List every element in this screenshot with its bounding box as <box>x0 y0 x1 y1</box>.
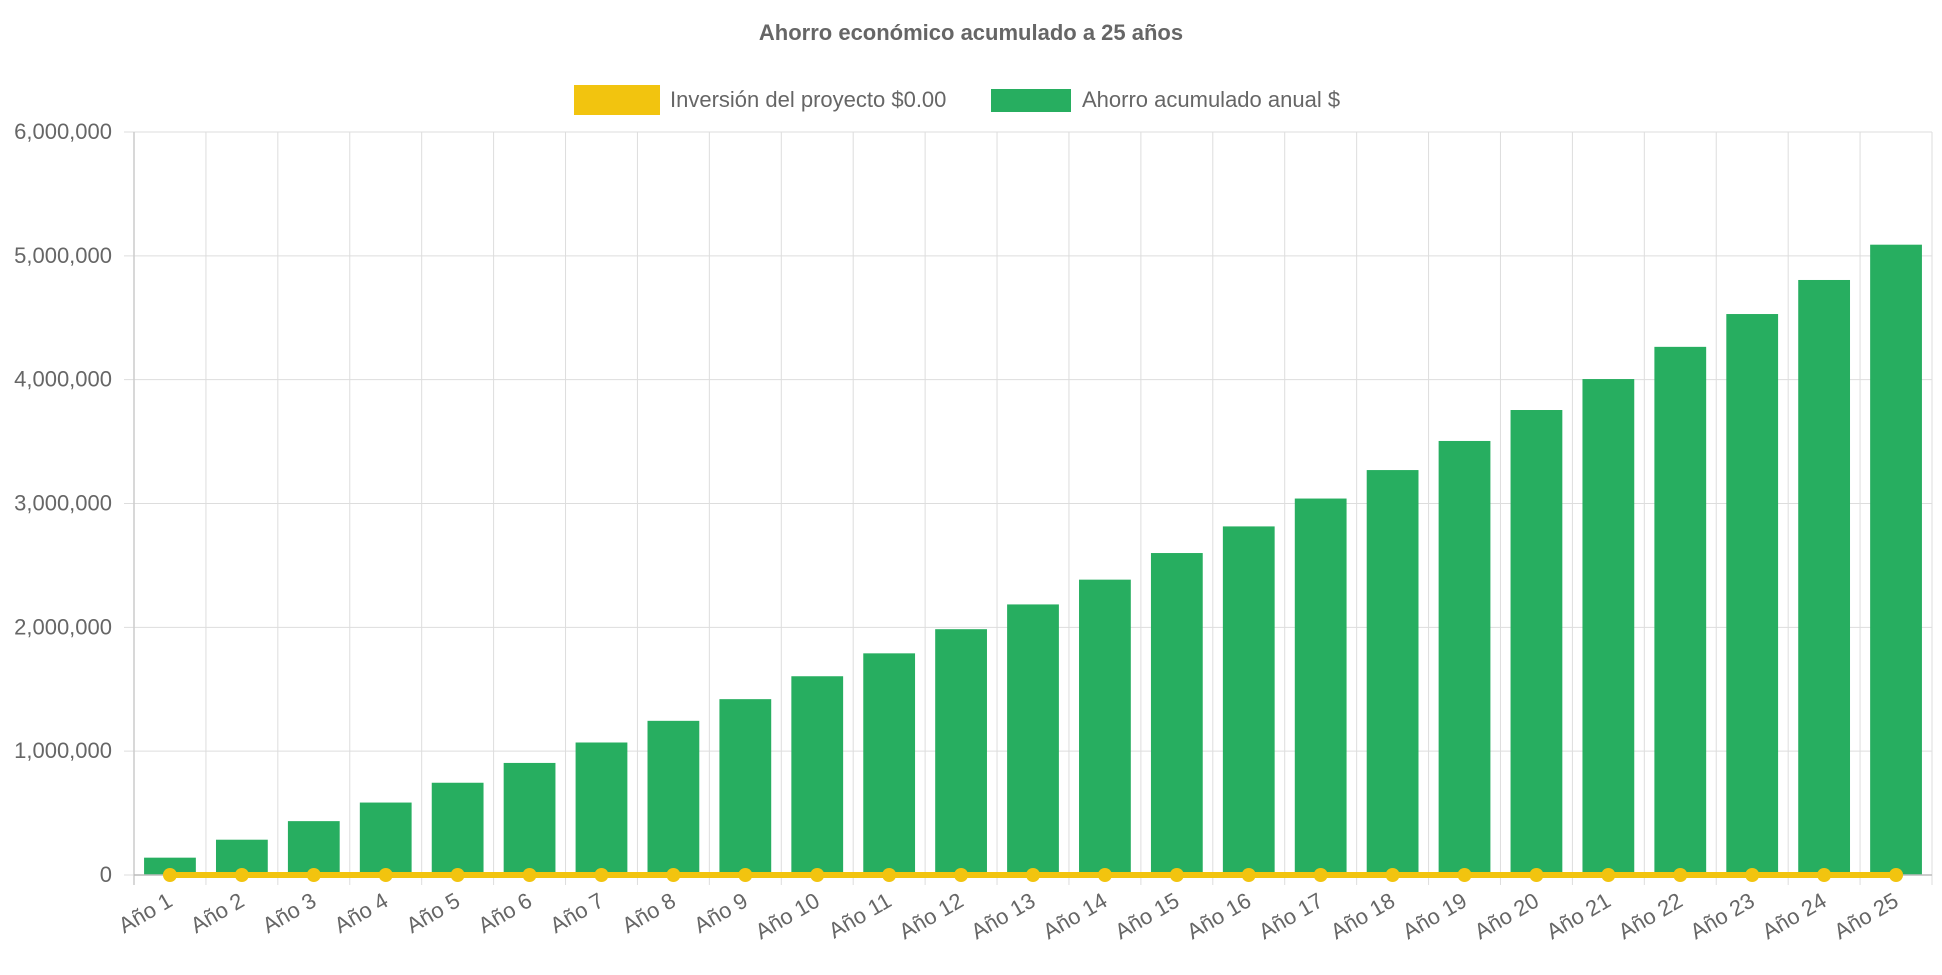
bar-ahorro <box>935 629 987 875</box>
bar-ahorro <box>287 821 340 875</box>
x-tick-label: Año 8 <box>618 888 680 938</box>
point-inversion <box>738 868 753 882</box>
x-tick-label: Año 18 <box>1326 888 1399 945</box>
legend-swatch-savings <box>991 89 1071 112</box>
x-tick-label: Año 6 <box>474 888 536 938</box>
bar-ahorro <box>1007 604 1059 875</box>
bar-ahorro <box>1079 579 1131 875</box>
bar-ahorro <box>1726 314 1779 875</box>
x-tick-label: Año 2 <box>186 888 248 938</box>
bar-ahorro <box>719 699 772 875</box>
x-tick-label: Año 15 <box>1110 888 1183 945</box>
point-inversion <box>1889 868 1904 882</box>
bar-ahorro <box>144 857 196 875</box>
point-inversion <box>1673 868 1688 882</box>
legend-label-savings: Ahorro acumulado anual $ <box>1082 87 1340 112</box>
point-inversion <box>234 868 249 882</box>
bar-ahorro <box>1870 244 1922 875</box>
x-tick-label: Año 11 <box>824 888 895 944</box>
bar-ahorro <box>1582 379 1635 875</box>
y-tick-label: 3,000,000 <box>14 491 112 516</box>
x-tick-label: Año 16 <box>1182 888 1255 945</box>
bar-ahorro <box>647 720 700 875</box>
point-inversion <box>1313 868 1328 882</box>
bar-ahorro <box>1510 410 1563 875</box>
bar-ahorro <box>1150 553 1203 875</box>
x-tick-label: Año 7 <box>546 888 608 938</box>
x-tick-label: Año 3 <box>258 888 320 938</box>
point-inversion <box>954 868 969 882</box>
bar-ahorro <box>1366 470 1419 875</box>
point-inversion <box>1026 868 1040 882</box>
point-inversion <box>1817 868 1832 882</box>
y-tick-label: 2,000,000 <box>14 614 112 639</box>
y-tick-label: 5,000,000 <box>14 243 112 268</box>
legend-swatch-investment <box>574 85 660 115</box>
point-inversion <box>1241 868 1256 882</box>
point-inversion <box>1601 868 1616 882</box>
x-tick-label: Año 4 <box>330 888 392 938</box>
x-tick-label: Año 19 <box>1398 888 1471 945</box>
point-inversion <box>594 868 609 882</box>
bar-ahorro <box>503 762 556 875</box>
x-tick-label: Año 23 <box>1686 888 1759 945</box>
point-inversion <box>810 868 825 882</box>
bar-ahorro <box>1294 498 1347 875</box>
point-inversion <box>162 868 177 882</box>
bar-ahorro <box>575 742 628 875</box>
bar-ahorro <box>359 802 412 875</box>
bar-ahorro <box>1222 526 1275 875</box>
plot-area: 0 1,000,000 2,000,000 3,000,000 4,000,000 5,0… <box>14 119 1933 945</box>
point-inversion <box>450 868 465 882</box>
y-tick-label: 1,000,000 <box>14 738 112 763</box>
x-tick-label: Año 24 <box>1758 888 1831 945</box>
bar-ahorro <box>1798 279 1851 875</box>
bar-ahorro <box>1438 440 1491 875</box>
y-tick-label: 4,000,000 <box>14 367 112 392</box>
point-inversion <box>666 868 681 882</box>
x-tick-label: Año 21 <box>1542 888 1615 945</box>
chart-title: Ahorro económico acumulado a 25 años <box>759 20 1183 45</box>
point-inversion <box>522 868 537 882</box>
point-inversion <box>882 868 897 882</box>
x-tick-label: Año 17 <box>1254 888 1327 945</box>
x-tick-label: Año 1 <box>114 888 176 938</box>
point-inversion <box>378 868 393 882</box>
x-tick-label: Año 10 <box>751 888 824 945</box>
bar-ahorro <box>431 782 484 875</box>
legend-item-investment[interactable]: Inversión del proyecto $0.00 <box>574 85 946 115</box>
point-inversion <box>1529 868 1544 882</box>
point-inversion <box>306 868 321 882</box>
legend-label-investment: Inversión del proyecto $0.00 <box>670 87 946 112</box>
point-inversion <box>1385 868 1400 882</box>
point-inversion <box>1097 868 1112 882</box>
x-tick-label: Año 9 <box>690 888 752 938</box>
x-tick-label: Año 25 <box>1830 888 1903 945</box>
x-tick-label: Año 22 <box>1614 888 1687 945</box>
point-inversion <box>1745 868 1760 882</box>
point-inversion <box>1169 868 1184 882</box>
x-tick-label: Año 13 <box>967 888 1040 945</box>
x-tick-label: Año 20 <box>1470 888 1543 945</box>
x-tick-label: Año 5 <box>402 888 464 938</box>
bar-ahorro <box>1654 346 1707 875</box>
x-tick-label: Año 12 <box>895 888 968 945</box>
legend: Inversión del proyecto $0.00 Ahorro acum… <box>574 85 1340 115</box>
bar-ahorro <box>863 653 916 875</box>
point-inversion <box>1457 868 1472 882</box>
y-tick-label: 0 <box>100 862 112 887</box>
legend-item-savings[interactable]: Ahorro acumulado anual $ <box>991 87 1340 112</box>
bar-ahorro <box>791 676 844 875</box>
x-tick-label: Año 14 <box>1039 888 1112 945</box>
y-tick-label: 6,000,000 <box>14 119 112 144</box>
